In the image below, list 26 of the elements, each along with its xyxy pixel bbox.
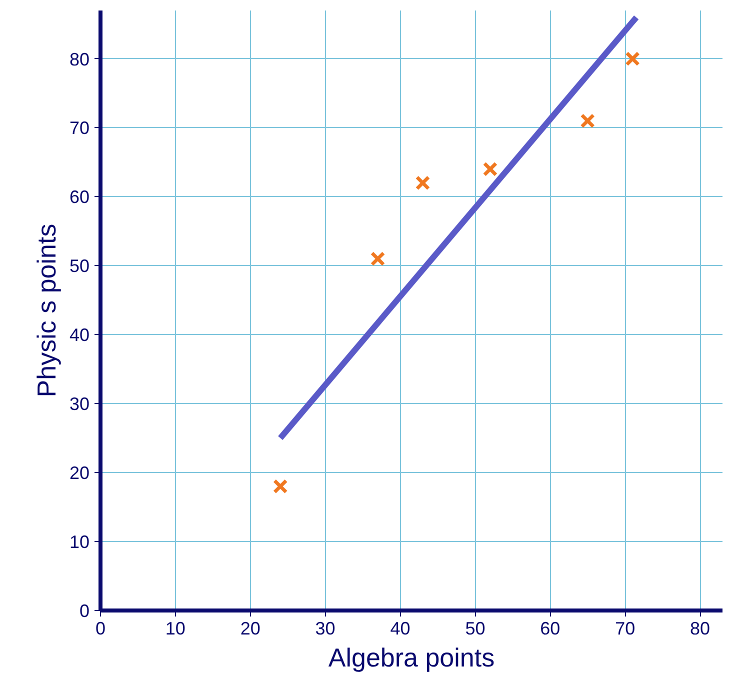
- y-axis-title: Physic s points: [31, 224, 62, 398]
- x-axis-title: Algebra points: [328, 642, 495, 672]
- x-tick-label: 80: [690, 618, 710, 638]
- point: [415, 176, 430, 190]
- point: [625, 51, 640, 66]
- x-tick-label: 70: [615, 618, 636, 638]
- y-tick-label: 70: [69, 118, 90, 138]
- point: [580, 113, 596, 128]
- x-tick-label: 10: [165, 618, 186, 638]
- y-tick-label: 30: [69, 394, 90, 414]
- y-tick-label: 60: [69, 187, 90, 208]
- point: [272, 478, 288, 494]
- x-tick-label: 20: [240, 618, 260, 638]
- x-tick-label: 30: [315, 618, 336, 638]
- x-tick-label: 60: [540, 618, 560, 638]
- x-tick-label: 40: [390, 618, 410, 638]
- x-tick-label: 50: [465, 618, 486, 638]
- y-tick-label: 80: [69, 49, 90, 70]
- y-tick-label: 0: [79, 601, 90, 621]
- point: [482, 162, 498, 177]
- x-tick-label: 0: [95, 618, 106, 638]
- y-tick-label: 40: [69, 325, 90, 346]
- y-tick-label: 10: [69, 532, 90, 552]
- y-tick-label: 20: [69, 463, 90, 484]
- point: [370, 251, 386, 266]
- y-tick-label: 50: [69, 256, 90, 276]
